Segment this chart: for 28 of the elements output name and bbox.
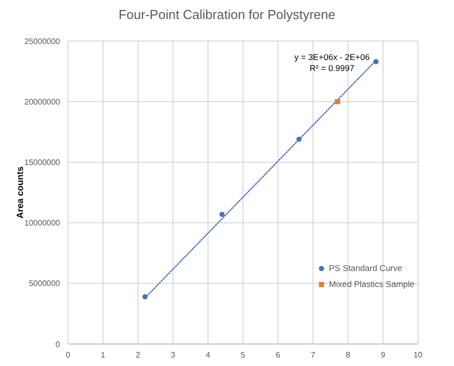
point <box>219 212 225 217</box>
annotation: R² = 0.9997 <box>308 63 356 74</box>
y-axis-title: Area counts <box>15 166 26 219</box>
x-tick-label: 9 <box>380 350 386 360</box>
x-tick-label: 0 <box>66 350 71 360</box>
y-tick-label: 25000000 <box>24 36 61 46</box>
x-tick-label: 8 <box>346 350 351 360</box>
point <box>373 59 379 64</box>
legend-label: Mixed Plastics Sample <box>328 278 415 291</box>
x-tick-label: 4 <box>206 350 211 360</box>
x-tick-label: 3 <box>170 350 176 360</box>
y-tick-label: 15000000 <box>24 158 61 168</box>
y-tick-label: 20000000 <box>24 97 61 106</box>
annotation: y = 3E+06x - 2E+06 <box>293 52 371 63</box>
chart-title: Four-Point Calibration for Polystyrene <box>118 7 336 22</box>
y-tick-label: 10000000 <box>24 218 61 228</box>
x-tick-label: 7 <box>310 350 316 360</box>
y-tick-label: 0 <box>56 340 61 349</box>
x-tick-label: 1 <box>100 350 106 360</box>
x-tick-label: 2 <box>136 350 141 360</box>
x-tick-label: 10 <box>414 350 423 360</box>
point <box>334 99 340 104</box>
legend-label: PS Standard Curve <box>328 262 404 275</box>
x-tick-label: 5 <box>240 350 246 360</box>
y-tick-label: 5000000 <box>28 279 61 288</box>
point <box>296 136 302 142</box>
x-tick-label: 6 <box>276 350 281 360</box>
point <box>142 294 148 300</box>
